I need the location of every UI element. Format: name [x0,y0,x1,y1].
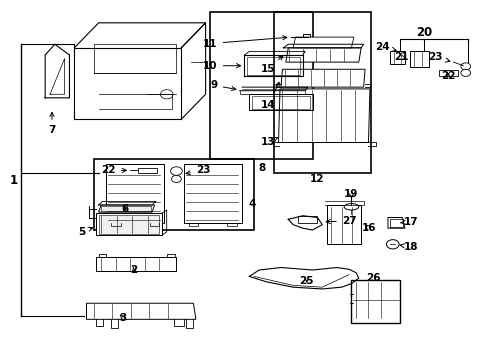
Polygon shape [96,213,162,235]
Text: 22: 22 [101,165,126,175]
Circle shape [171,175,181,183]
Polygon shape [302,33,309,40]
Polygon shape [292,37,353,48]
Text: 3: 3 [119,312,126,323]
Text: 25: 25 [299,276,313,286]
Text: 14: 14 [260,82,279,110]
Polygon shape [297,216,317,223]
Bar [210,12,312,158]
Bar [94,158,254,230]
Text: 2: 2 [130,265,137,275]
Circle shape [386,240,398,249]
Text: 23: 23 [427,53,449,63]
Text: 11: 11 [203,36,286,49]
Text: 9: 9 [210,80,235,91]
Polygon shape [438,70,458,76]
Text: 27: 27 [325,216,356,226]
Polygon shape [183,164,242,223]
Text: 10: 10 [203,61,240,71]
Text: 24: 24 [374,42,395,52]
Bar [351,280,399,323]
Text: 6: 6 [122,203,129,213]
Text: 23: 23 [185,165,210,175]
Text: 19: 19 [344,189,358,199]
Text: 21: 21 [393,53,408,63]
Polygon shape [285,48,361,62]
Text: 16: 16 [362,223,376,233]
Text: 1: 1 [9,174,18,186]
Text: 5: 5 [78,227,92,237]
Polygon shape [101,206,151,211]
Circle shape [170,167,182,175]
Polygon shape [106,164,164,223]
Text: 17: 17 [400,217,417,227]
Text: 15: 15 [260,56,283,74]
Polygon shape [278,89,369,143]
Polygon shape [96,257,176,271]
Polygon shape [137,168,157,173]
Polygon shape [389,51,404,64]
Polygon shape [409,51,428,67]
Circle shape [460,69,469,76]
Circle shape [460,63,469,70]
Text: 8: 8 [257,163,264,173]
Text: 18: 18 [399,242,417,252]
Text: 22: 22 [441,71,455,81]
Bar [273,12,370,173]
Text: 26: 26 [366,273,380,283]
Polygon shape [326,205,361,244]
Text: 20: 20 [415,26,432,39]
Polygon shape [86,303,196,319]
Text: 12: 12 [309,174,324,184]
Polygon shape [387,217,404,228]
Polygon shape [281,69,365,87]
Polygon shape [99,215,159,234]
Polygon shape [99,205,154,212]
Text: 7: 7 [48,112,56,135]
Ellipse shape [344,203,358,210]
Text: 4: 4 [247,199,255,209]
Text: 13: 13 [260,138,278,148]
